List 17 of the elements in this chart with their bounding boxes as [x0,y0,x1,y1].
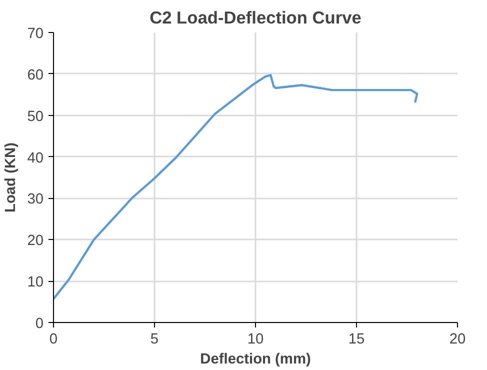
y-tick-label: 40 [27,150,44,166]
line-series [54,74,418,300]
y-tick-label: 0 [35,316,44,332]
x-tick-label: 20 [449,332,466,348]
y-tick-label: 70 [27,26,44,42]
y-tick-label: 20 [27,233,44,250]
chart-title: C2 Load-Deflection Curve [150,8,362,28]
x-tick-label: 5 [150,332,159,348]
y-tick-label: 30 [27,192,44,208]
y-axis-title: Load (KN) [3,142,20,213]
x-tick-label: 10 [247,332,264,348]
y-tick-label: 50 [27,108,44,125]
x-tick-label: 0 [49,332,58,348]
x-tick-label: 15 [348,332,365,348]
y-tick-label: 10 [27,274,44,291]
y-tick-label: 60 [27,67,44,84]
x-axis-title: Deflection (mm) [200,352,311,368]
